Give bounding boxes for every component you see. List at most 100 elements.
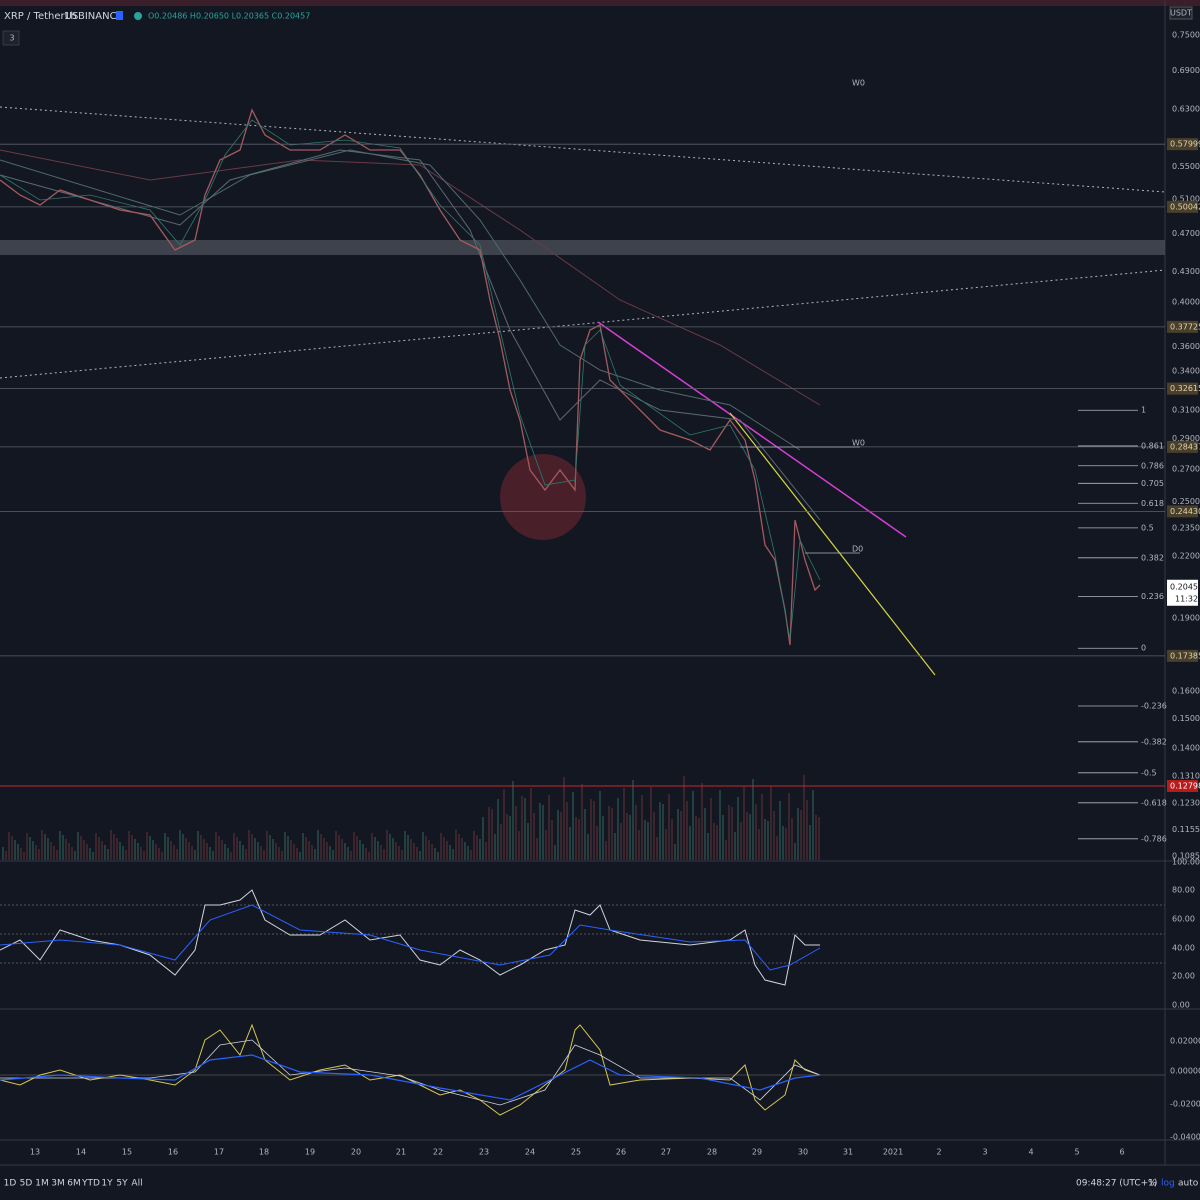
volume-bar: [686, 801, 688, 860]
level-tag: [1167, 505, 1198, 518]
date-label: 28: [707, 1148, 717, 1157]
volume-bar: [659, 802, 661, 860]
volume-bar: [302, 833, 304, 860]
date-label: 27: [661, 1148, 671, 1157]
range-button[interactable]: 1D: [4, 1179, 17, 1189]
percent-toggle[interactable]: %: [1148, 1179, 1157, 1189]
volume-bar: [296, 848, 298, 860]
range-button[interactable]: YTD: [81, 1179, 100, 1189]
range-button[interactable]: 6M: [67, 1179, 81, 1189]
date-label: 3: [982, 1148, 987, 1157]
range-button[interactable]: 1M: [35, 1179, 49, 1189]
symbol[interactable]: XRP / TetherUS: [4, 11, 78, 22]
indicator-count[interactable]: 3: [9, 34, 14, 43]
volume-bar: [269, 835, 271, 860]
volume-bar: [806, 800, 808, 860]
volume-bar: [83, 840, 85, 860]
volume-bar: [620, 823, 622, 860]
range-button[interactable]: 1Y: [101, 1179, 113, 1189]
volume-bar: [158, 848, 160, 860]
volume-bar: [26, 833, 28, 860]
moving-average: [0, 149, 821, 521]
volume-bar: [437, 852, 439, 860]
ohlc: O0.20486 H0.20650 L0.20365 C0.20457: [148, 12, 310, 21]
volume-bar: [212, 851, 214, 860]
volume-bar: [623, 788, 625, 860]
volume-bar: [359, 840, 361, 860]
osc-label: -0.04000: [1170, 1133, 1200, 1142]
volume-bar: [587, 834, 589, 860]
volume-bar: [125, 850, 127, 860]
volume-bar: [671, 819, 673, 860]
range-button[interactable]: 5D: [20, 1179, 33, 1189]
volume-bar: [410, 839, 412, 860]
volume-bar: [164, 833, 166, 860]
volume-bar: [674, 844, 676, 860]
volume-bar: [692, 791, 694, 860]
volume-bar: [8, 832, 10, 860]
auto-toggle[interactable]: auto: [1178, 1179, 1199, 1189]
volume-bar: [719, 790, 721, 860]
volume-bar: [29, 837, 31, 860]
volume-bar: [488, 807, 490, 860]
fib-label: 0.5: [1141, 523, 1154, 532]
volume-bar: [566, 802, 568, 860]
indicator-toggle[interactable]: [2, 30, 20, 46]
level-label: 0.37725: [1170, 322, 1200, 331]
volume-bar: [98, 837, 100, 860]
volume-bar: [500, 824, 502, 860]
rsi-label: 100.00: [1172, 858, 1200, 867]
volume-bar: [716, 825, 718, 860]
log-toggle[interactable]: log: [1161, 1179, 1175, 1189]
date-label: 31: [843, 1148, 853, 1157]
volume-bar: [440, 833, 442, 860]
fib-label: 0.618: [1141, 499, 1164, 508]
volume-bar: [758, 829, 760, 860]
volume-bar: [617, 798, 619, 860]
level-label: 0.57999: [1170, 140, 1200, 149]
oscillator-line: [0, 1023, 821, 1116]
volume-bar: [143, 851, 145, 860]
exchange: BINANCE: [78, 11, 123, 22]
volume-bar: [590, 799, 592, 860]
volume-bar: [275, 843, 277, 860]
volume-bar: [11, 836, 13, 860]
volume-bar: [80, 836, 82, 860]
date-label: 15: [122, 1148, 132, 1157]
volume-bar: [668, 794, 670, 860]
interval[interactable]: 1h: [64, 11, 77, 22]
volume-bar: [563, 777, 565, 860]
volume-bar: [773, 811, 775, 860]
volume-bar: [332, 850, 334, 860]
volume-bar: [632, 780, 634, 860]
volume-bar: [557, 810, 559, 860]
currency: USDT: [1170, 9, 1192, 18]
volume-bar: [626, 813, 628, 860]
volume-bar: [134, 839, 136, 860]
volume-bar: [170, 841, 172, 860]
level-label: 0.50042: [1170, 202, 1200, 211]
status-dot: [134, 12, 142, 20]
volume-bar: [596, 826, 598, 860]
volume-bar: [2, 847, 4, 860]
volume-bar: [62, 835, 64, 860]
volume-bar: [74, 851, 76, 860]
volume-bar: [713, 823, 715, 860]
zone-band: [0, 240, 1165, 255]
volume-bar: [701, 783, 703, 860]
volume-bar: [365, 848, 367, 860]
range-button[interactable]: 3M: [51, 1179, 65, 1189]
volume-bar: [599, 791, 601, 860]
date-label: 13: [30, 1148, 40, 1157]
range-button[interactable]: All: [131, 1179, 142, 1189]
range-button[interactable]: 5Y: [116, 1179, 128, 1189]
volume-bar: [323, 838, 325, 860]
